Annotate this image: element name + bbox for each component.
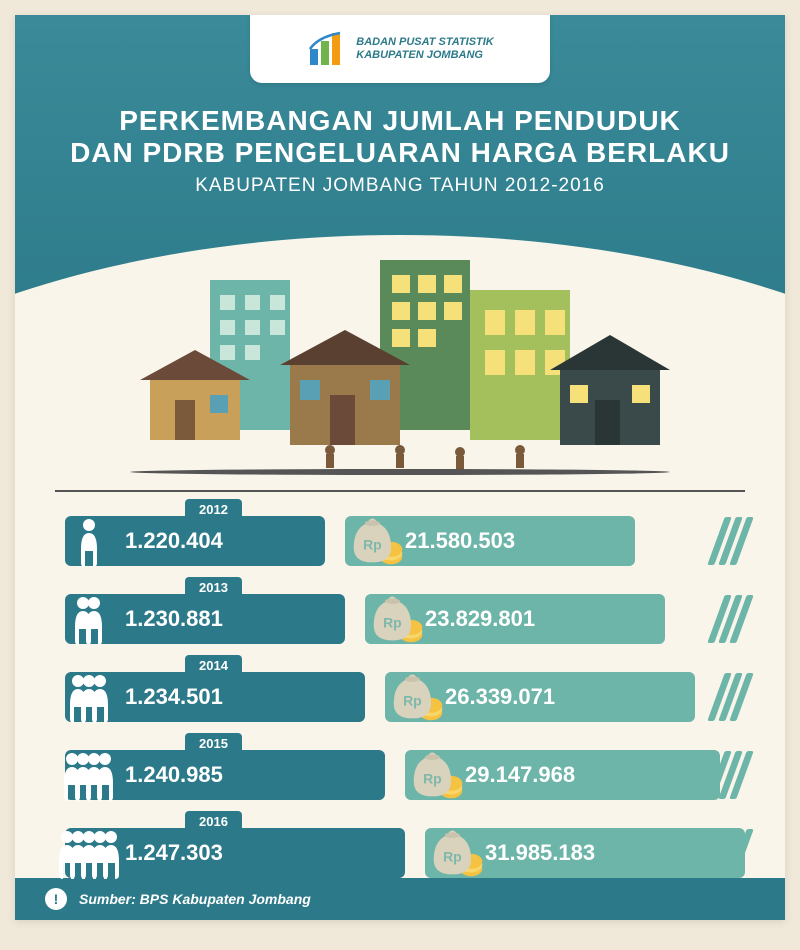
- people-icon: [55, 664, 125, 726]
- info-icon: !: [45, 888, 67, 910]
- bar-stripes: [707, 517, 753, 565]
- data-row-2016: 2016 1.247.303: [55, 814, 745, 886]
- pdrb-value: 31.985.183: [485, 840, 595, 866]
- logo-text: BADAN PUSAT STATISTIK KABUPATEN JOMBANG: [356, 36, 494, 62]
- footer-source: Sumber: BPS Kabupaten Jombang: [79, 891, 311, 907]
- population-value: 1.230.881: [125, 606, 223, 632]
- population-value: 1.240.985: [125, 762, 223, 788]
- people-icon: [55, 742, 125, 804]
- data-row-2013: 2013 1.230.881 Rp 23.829.801: [55, 580, 745, 652]
- logo-line1: BADAN PUSAT STATISTIK: [356, 36, 494, 49]
- population-value: 1.247.303: [125, 840, 223, 866]
- people-icon: [55, 820, 125, 882]
- separator: [55, 490, 745, 492]
- year-tag: 2013: [185, 577, 242, 598]
- pdrb-value: 26.339.071: [445, 684, 555, 710]
- year-tag: 2016: [185, 811, 242, 832]
- data-row-2014: 2014 1.234.501 Rp 26.339.071: [55, 658, 745, 730]
- pdrb-value: 23.829.801: [425, 606, 535, 632]
- people-icon: [55, 508, 125, 570]
- svg-text:Rp: Rp: [443, 848, 462, 864]
- money-bag-icon: Rp: [370, 590, 426, 646]
- footer: ! Sumber: BPS Kabupaten Jombang: [15, 878, 785, 920]
- title-main: PERKEMBANGAN JUMLAH PENDUDUK DAN PDRB PE…: [15, 105, 785, 169]
- svg-text:Rp: Rp: [383, 614, 402, 630]
- data-row-2015: 2015 1.240.985 Rp: [55, 736, 745, 808]
- population-value: 1.234.501: [125, 684, 223, 710]
- year-tag: 2015: [185, 733, 242, 754]
- svg-text:Rp: Rp: [403, 692, 422, 708]
- year-tag: 2014: [185, 655, 242, 676]
- money-bag-icon: Rp: [390, 668, 446, 724]
- logo-line2: KABUPATEN JOMBANG: [356, 49, 494, 62]
- svg-text:Rp: Rp: [363, 536, 382, 552]
- data-section: 2012 1.220.404 Rp 21.580.503 2013: [55, 490, 745, 892]
- population-value: 1.220.404: [125, 528, 223, 554]
- pdrb-value: 21.580.503: [405, 528, 515, 554]
- title-subtitle: KABUPATEN JOMBANG TAHUN 2012-2016: [15, 175, 785, 197]
- logo-card: BADAN PUSAT STATISTIK KABUPATEN JOMBANG: [250, 15, 550, 83]
- money-bag-icon: Rp: [350, 512, 406, 568]
- bar-stripes: [707, 673, 753, 721]
- title-line1: PERKEMBANGAN JUMLAH PENDUDUK: [15, 105, 785, 137]
- bps-logo-icon: [306, 29, 346, 69]
- data-row-2012: 2012 1.220.404 Rp 21.580.503: [55, 502, 745, 574]
- pdrb-value: 29.147.968: [465, 762, 575, 788]
- title-line2: DAN PDRB PENGELUARAN HARGA BERLAKU: [15, 137, 785, 169]
- year-tag: 2012: [185, 499, 242, 520]
- svg-text:Rp: Rp: [423, 770, 442, 786]
- people-icon: [55, 586, 125, 648]
- bar-stripes: [707, 595, 753, 643]
- money-bag-icon: Rp: [410, 746, 466, 802]
- city-illustration-icon: [120, 250, 680, 475]
- money-bag-icon: Rp: [430, 824, 486, 880]
